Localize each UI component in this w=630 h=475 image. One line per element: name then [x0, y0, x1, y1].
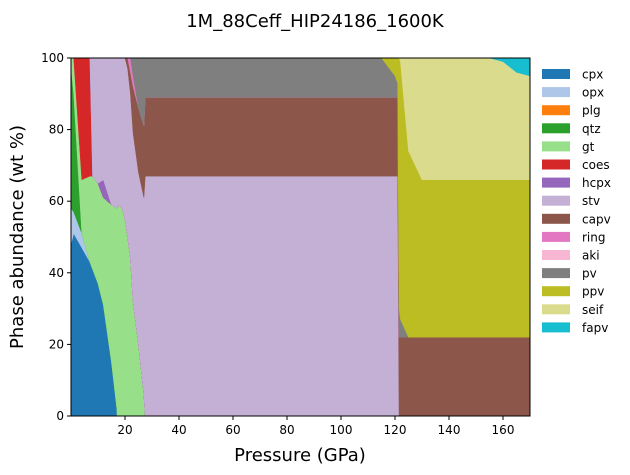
- y-axis-ticks: 0 20 40 60 80 100: [41, 51, 71, 423]
- legend-swatch-seif: [542, 304, 570, 315]
- x-axis-label: Pressure (GPa): [234, 445, 366, 466]
- y-tick-label: 0: [56, 409, 64, 423]
- legend-label-qtz: qtz: [582, 122, 601, 136]
- legend-label-stv: stv: [582, 194, 600, 208]
- legend-swatch-ring: [542, 231, 570, 242]
- legend-swatch-fapv: [542, 322, 570, 333]
- legend-label-capv: capv: [582, 212, 611, 226]
- y-axis-label: Phase abundance (wt %): [7, 125, 28, 349]
- plot-frame: [70, 57, 531, 417]
- legend-label-cpx: cpx: [582, 68, 603, 82]
- legend-swatch-hcpx: [542, 177, 570, 188]
- legend-label-hcpx: hcpx: [582, 176, 611, 190]
- y-tick-label: 20: [49, 337, 64, 351]
- legend-label-pv: pv: [582, 267, 597, 281]
- y-tick-label: 100: [41, 51, 64, 65]
- y-tick-label: 40: [49, 266, 64, 280]
- legend-label-plg: plg: [582, 104, 601, 118]
- x-tick-label: 140: [438, 423, 461, 437]
- legend-swatch-capv: [542, 213, 570, 224]
- x-tick-label: 100: [330, 423, 353, 437]
- x-tick-label: 40: [171, 423, 186, 437]
- legend-swatch-gt: [542, 141, 570, 152]
- legend-label-opx: opx: [582, 86, 604, 100]
- x-tick-label: 80: [279, 423, 294, 437]
- legend-label-fapv: fapv: [582, 321, 608, 335]
- y-tick-label: 60: [49, 194, 64, 208]
- legend-label-ppv: ppv: [582, 285, 604, 299]
- legend-label-aki: aki: [582, 249, 600, 263]
- area-ppv: [71, 58, 530, 338]
- x-tick-label: 20: [117, 423, 132, 437]
- legend-swatch-qtz: [542, 123, 570, 134]
- x-tick-label: 60: [225, 423, 240, 437]
- legend-label-coes: coes: [582, 158, 610, 172]
- legend-swatch-cpx: [542, 69, 570, 79]
- legend-swatch-plg: [542, 105, 570, 116]
- legend-swatch-aki: [542, 250, 570, 260]
- legend-swatch-stv: [542, 195, 570, 206]
- legend-label-gt: gt: [582, 140, 595, 154]
- x-tick-label: 160: [492, 423, 515, 437]
- x-tick-label: 120: [384, 423, 407, 437]
- y-tick-label: 80: [49, 123, 64, 137]
- legend-swatch-ppv: [542, 286, 570, 297]
- legend-label-ring: ring: [582, 230, 606, 244]
- x-axis-ticks: 20 40 60 80 100 120 140 160: [117, 416, 514, 437]
- legend: cpx opx plg qtz gt coes hcpx stv capv ring aki pv pp…: [542, 68, 611, 335]
- legend-label-seif: seif: [582, 303, 604, 317]
- area-seif: [71, 58, 530, 180]
- chart-title: 1M_88Ceff_HIP24186_1600K: [186, 11, 445, 32]
- legend-swatch-pv: [542, 268, 570, 279]
- legend-swatch-opx: [542, 87, 570, 98]
- stacked-areas: [71, 58, 530, 416]
- legend-swatch-coes: [542, 159, 570, 170]
